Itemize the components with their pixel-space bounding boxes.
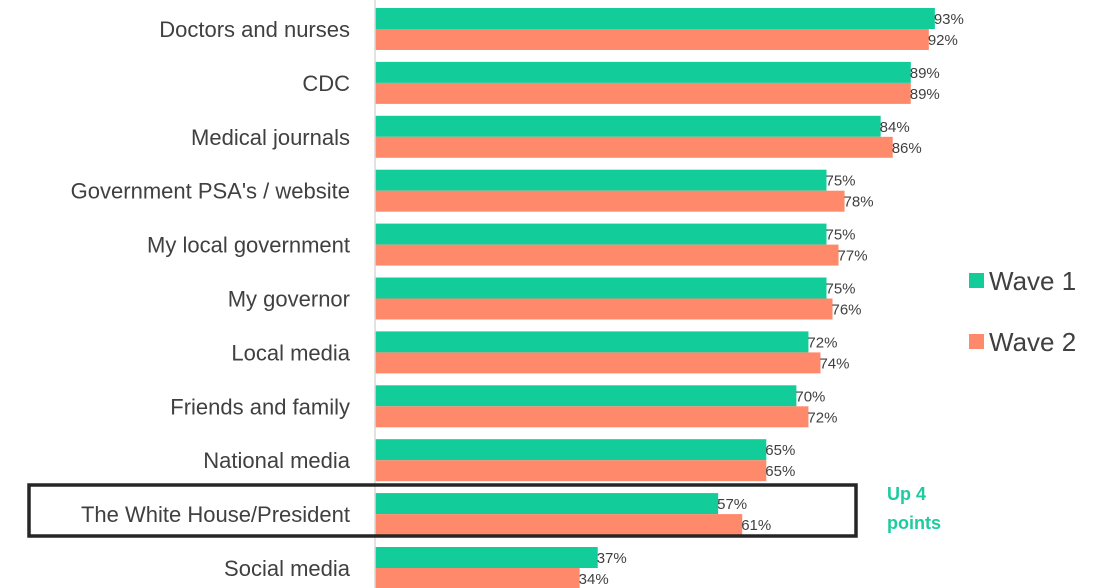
bar-wave-2-friends-and-family — [375, 406, 809, 428]
bar-wave-1-local-media — [375, 331, 809, 353]
value-label-wave-1-doctors-and-nurses: 93% — [934, 11, 964, 28]
value-label-wave-1-the-white-house-president: 57% — [717, 496, 747, 513]
annotation: Up 4 points — [887, 484, 941, 533]
highlight-box — [27, 483, 858, 538]
value-label-wave-2-my-local-government: 77% — [838, 248, 868, 265]
category-label-local-media: Local media — [231, 340, 350, 365]
value-label-wave-2-cdc: 89% — [910, 86, 940, 103]
value-label-wave-1-cdc: 89% — [910, 65, 940, 82]
value-label-wave-1-national-media: 65% — [765, 442, 795, 459]
legend-label-wave-1: Wave 1 — [989, 266, 1076, 296]
bar-wave-2-cdc — [375, 82, 911, 104]
category-labels-layer: Doctors and nurses CDC Medical journals Gov… — [71, 17, 351, 581]
value-label-wave-1-government-psa-s-website: 75% — [825, 173, 855, 190]
bar-wave-2-government-psa-s-website — [375, 190, 845, 212]
legend-swatch-wave-2 — [969, 334, 984, 349]
category-label-doctors-and-nurses: Doctors and nurses — [159, 17, 350, 42]
bar-wave-2-the-white-house-president — [375, 514, 743, 536]
bar-wave-1-national-media — [375, 439, 767, 461]
legend: Wave 1 Wave 2 — [969, 266, 1076, 357]
bar-wave-2-doctors-and-nurses — [375, 29, 929, 50]
bars-layer — [375, 8, 935, 588]
value-label-wave-1-local-media: 72% — [807, 334, 837, 351]
value-label-wave-2-my-governor: 76% — [832, 302, 862, 319]
bar-wave-1-medical-journals — [375, 115, 881, 137]
bar-wave-2-my-governor — [375, 298, 833, 320]
bar-wave-1-government-psa-s-website — [375, 169, 827, 191]
legend-swatch-wave-1 — [969, 273, 984, 288]
category-label-medical-journals: Medical journals — [191, 125, 350, 150]
bar-wave-1-cdc — [375, 61, 911, 83]
value-label-wave-2-medical-journals: 86% — [892, 140, 922, 157]
category-label-cdc: CDC — [302, 71, 350, 96]
value-label-wave-2-the-white-house-president: 61% — [741, 517, 771, 534]
category-label-the-white-house-president: The White House/President — [81, 502, 350, 527]
bar-wave-2-social-media — [375, 568, 580, 588]
value-label-wave-2-doctors-and-nurses: 92% — [928, 32, 958, 49]
value-label-wave-1-my-governor: 75% — [825, 281, 855, 298]
category-label-government-psa-s-website: Government PSA's / website — [71, 179, 350, 204]
bar-wave-1-friends-and-family — [375, 385, 797, 407]
value-label-wave-1-medical-journals: 84% — [880, 119, 910, 136]
bar-wave-2-local-media — [375, 352, 821, 374]
annotation-line-1: Up 4 — [887, 484, 926, 504]
value-label-wave-1-my-local-government: 75% — [825, 227, 855, 244]
category-label-social-media: Social media — [224, 556, 351, 581]
bar-wave-1-the-white-house-president — [375, 493, 719, 515]
legend-label-wave-2: Wave 2 — [989, 327, 1076, 357]
value-label-wave-2-local-media: 74% — [819, 355, 849, 372]
bar-wave-1-my-local-government — [375, 223, 827, 245]
bar-wave-2-my-local-government — [375, 244, 839, 266]
value-label-wave-2-social-media: 34% — [579, 571, 609, 588]
value-label-wave-1-social-media: 37% — [597, 550, 627, 567]
category-label-friends-and-family: Friends and family — [170, 394, 350, 419]
bar-wave-2-national-media — [375, 460, 767, 482]
value-labels-layer: 93%92%89%89%84%86%75%78%75%77%75%76%72%7… — [579, 11, 964, 588]
value-label-wave-2-government-psa-s-website: 78% — [844, 194, 874, 211]
annotation-line-2: points — [887, 513, 941, 533]
value-label-wave-2-friends-and-family: 72% — [807, 409, 837, 426]
value-label-wave-2-national-media: 65% — [765, 463, 795, 480]
bar-wave-1-my-governor — [375, 277, 827, 299]
category-label-my-local-government: My local government — [147, 233, 350, 258]
category-label-national-media: National media — [203, 448, 351, 473]
bar-wave-1-doctors-and-nurses — [375, 8, 935, 29]
value-label-wave-1-friends-and-family: 70% — [795, 388, 825, 405]
bar-wave-2-medical-journals — [375, 136, 893, 158]
bar-wave-1-social-media — [375, 547, 598, 568]
category-label-my-governor: My governor — [228, 287, 350, 312]
